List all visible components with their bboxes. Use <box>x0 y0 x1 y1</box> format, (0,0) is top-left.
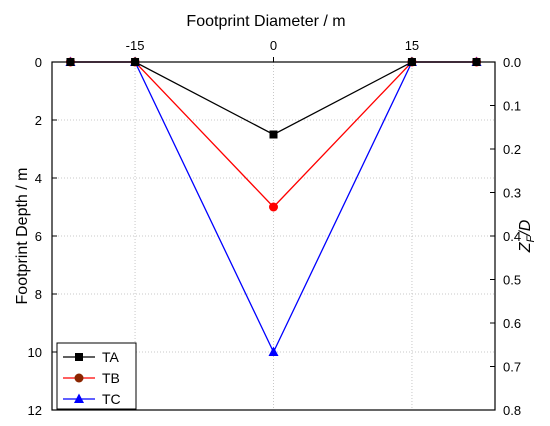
y2-tick-label: 0.4 <box>503 229 521 244</box>
legend: TA TB TC <box>56 342 137 410</box>
x-axis-title: Footprint Diameter / m <box>186 13 345 30</box>
y-tick-label: 0 <box>35 55 42 70</box>
y2-tick-label: 0.1 <box>503 99 521 114</box>
y2-tick-label: 0.7 <box>503 360 521 375</box>
grid-layer <box>52 62 495 410</box>
y-tick-label: 6 <box>35 229 42 244</box>
y2-tick-label: 0.6 <box>503 316 521 331</box>
x-tick-label: -15 <box>126 38 145 53</box>
y-tick-label: 10 <box>28 345 42 360</box>
x-tick-label: 15 <box>405 38 419 53</box>
legend-marker-tb <box>74 373 84 383</box>
legend-label-ta: TA <box>102 349 120 365</box>
y2-tick-label: 0.2 <box>503 142 521 157</box>
y2-axis-title-main: Z <box>517 241 534 253</box>
legend-box <box>56 342 137 410</box>
legend-label-tb: TB <box>102 370 120 386</box>
y2-tick-label: 0.0 <box>503 55 521 70</box>
data-point-ta <box>269 130 278 139</box>
legend-marker-ta <box>75 353 83 361</box>
y-tick-label: 2 <box>35 113 42 128</box>
y2-tick-label: 0.5 <box>503 273 521 288</box>
data-point-tb <box>269 202 278 212</box>
x-tick-label: 0 <box>270 38 277 53</box>
y-tick-label: 12 <box>28 403 42 418</box>
y-tick-label: 4 <box>35 171 42 186</box>
y2-axis-title: ZF/D <box>517 219 537 253</box>
legend-items: TA TB TC <box>63 349 121 407</box>
y-tick-label: 8 <box>35 287 42 302</box>
y2-tick-label: 0.3 <box>503 186 521 201</box>
legend-marker-tc <box>74 393 84 403</box>
legend-label-tc: TC <box>102 391 121 407</box>
y-axis-title: Footprint Depth / m <box>14 168 31 305</box>
y2-tick-label: 0.8 <box>503 403 521 418</box>
y2-axis-title-rest: /D <box>517 219 534 236</box>
y2-axis-title-sub: F <box>525 234 537 242</box>
tick-layer: -15 0 15 0 2 4 6 8 10 12 0.0 0.1 0.2 0.3 0.4 0.5 0.6 0.7 0… <box>28 38 522 418</box>
data-point-tc <box>268 346 279 356</box>
